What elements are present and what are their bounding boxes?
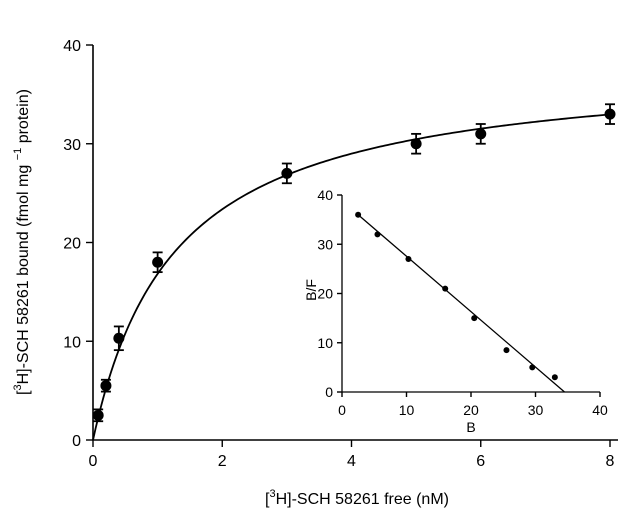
inset-y-tick-label: 30 bbox=[317, 236, 333, 252]
main-y-tick-label: 20 bbox=[63, 236, 81, 253]
inset-axes bbox=[341, 195, 600, 393]
main-x-ticks: 0 2 4 6 8 bbox=[89, 440, 615, 470]
inset-x-tick-label: 10 bbox=[399, 402, 415, 418]
main-y-tick-label: 40 bbox=[63, 38, 81, 55]
main-y-tick-label: 30 bbox=[63, 137, 81, 154]
inset-y-tick-label: 40 bbox=[317, 187, 333, 203]
main-data-point bbox=[152, 251, 164, 274]
main-point-marker bbox=[113, 332, 125, 344]
inset-data-point bbox=[374, 231, 381, 238]
inset-y-tick-label: 20 bbox=[317, 286, 333, 302]
inset-x-ticks: 0 10 20 30 40 bbox=[338, 392, 608, 418]
main-data-point bbox=[410, 132, 422, 155]
main-data-point bbox=[113, 325, 125, 352]
inset-x-tick-label: 0 bbox=[338, 402, 346, 418]
inset-data-point bbox=[503, 347, 510, 354]
inset-plot: 0 10 20 30 40 0 10 20 30 40 B B/F bbox=[303, 187, 608, 435]
inset-fit-line bbox=[357, 214, 565, 393]
main-data-point bbox=[100, 378, 112, 393]
main-data-point bbox=[475, 123, 487, 145]
main-x-tick-label: 4 bbox=[347, 453, 356, 470]
main-point-marker bbox=[92, 409, 104, 421]
inset-y-tick-label: 0 bbox=[325, 384, 333, 400]
main-x-axis-label: [3H]-SCH 58261 free (nM) bbox=[265, 488, 449, 508]
main-x-tick-label: 8 bbox=[606, 453, 615, 470]
main-fit-curve bbox=[92, 113, 611, 441]
main-axes bbox=[92, 45, 618, 441]
inset-data-point bbox=[405, 256, 412, 263]
main-y-ticks: 0 10 20 30 40 bbox=[63, 38, 93, 450]
main-data-point bbox=[281, 162, 293, 185]
inset-data-point bbox=[471, 315, 478, 322]
inset-x-tick-label: 30 bbox=[528, 402, 544, 418]
main-y-tick-label: 10 bbox=[63, 334, 81, 351]
inset-y-axis-label: B/F bbox=[303, 279, 319, 301]
main-point-marker bbox=[604, 108, 616, 120]
main-point-marker bbox=[281, 167, 293, 179]
main-point-marker bbox=[152, 256, 164, 268]
inset-data-point bbox=[529, 364, 536, 371]
inset-data-point bbox=[551, 374, 558, 381]
main-x-tick-label: 2 bbox=[218, 453, 227, 470]
inset-x-tick-label: 40 bbox=[592, 402, 608, 418]
main-x-tick-label: 0 bbox=[89, 453, 98, 470]
inset-x-tick-label: 20 bbox=[463, 402, 479, 418]
main-point-marker bbox=[475, 128, 487, 140]
inset-x-axis-label: B bbox=[466, 419, 475, 435]
main-y-tick-label: 0 bbox=[72, 433, 81, 450]
inset-data-point bbox=[442, 285, 449, 292]
main-data-point bbox=[604, 103, 616, 125]
main-point-marker bbox=[100, 380, 112, 392]
inset-y-tick-label: 10 bbox=[317, 335, 333, 351]
inset-data-points bbox=[355, 211, 558, 381]
main-point-marker bbox=[410, 138, 422, 150]
inset-data-point bbox=[355, 211, 362, 218]
main-data-point bbox=[92, 408, 104, 423]
inset-y-ticks: 0 10 20 30 40 bbox=[317, 187, 342, 400]
main-y-axis-label: [3H]-SCH 58261 bound (fmol mg −1 protein… bbox=[12, 89, 32, 395]
main-plot: 0 2 4 6 8 0 10 20 30 40 [3H]-SCH 58261 free (nM)… bbox=[12, 38, 618, 508]
main-data-points bbox=[92, 103, 616, 423]
main-x-tick-label: 6 bbox=[476, 453, 485, 470]
